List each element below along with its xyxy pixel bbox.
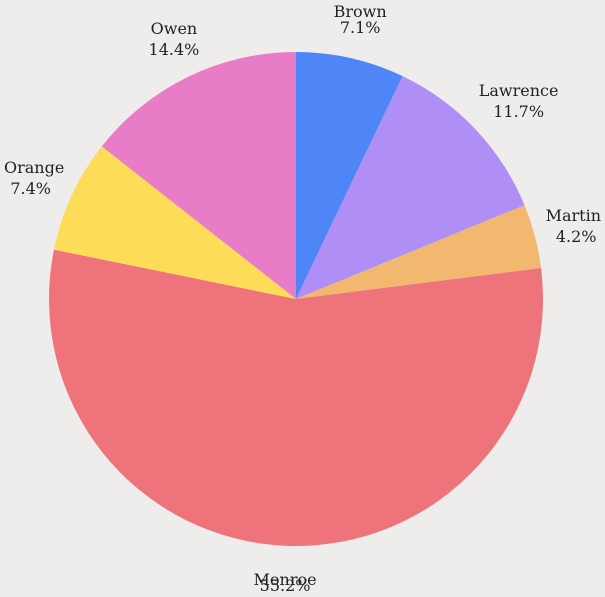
- slice-label-owen: Owen: [151, 19, 198, 38]
- pie-slice-martin: [296, 205, 542, 299]
- slice-value-label-lawrence: 11.7%: [493, 102, 544, 121]
- slice-label-orange: Orange: [4, 158, 64, 177]
- pie-slice-monroe: [48, 249, 544, 547]
- slice-value-label-orange: 7.4%: [10, 179, 51, 198]
- slice-value-label-owen: 14.4%: [149, 40, 200, 59]
- slice-label-lawrence: Lawrence: [479, 81, 559, 100]
- slice-value-label-monroe: 55.2%: [260, 576, 311, 595]
- pie-slice-lawrence: [296, 76, 525, 299]
- pie-slices: [48, 52, 544, 547]
- slice-value-label-martin: 4.2%: [556, 227, 597, 246]
- pie-slice-owen: [101, 52, 296, 299]
- pie-slice-brown: [296, 52, 403, 299]
- slice-label-brown: Brown: [334, 2, 387, 21]
- slice-label-monroe: Monroe: [254, 570, 317, 589]
- slice-label-martin: Martin: [546, 206, 601, 225]
- slice-value-label-brown: 7.1%: [340, 18, 381, 37]
- pie-slice-orange: [53, 146, 297, 299]
